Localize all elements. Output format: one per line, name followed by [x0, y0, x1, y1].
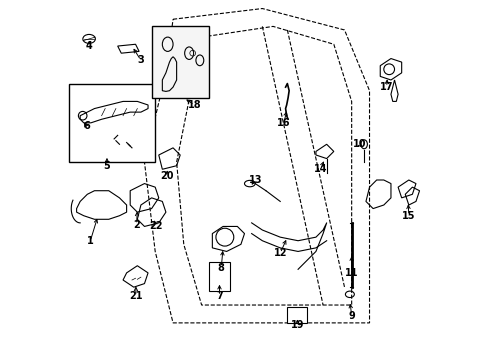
Text: 19: 19 [290, 320, 304, 330]
Text: 3: 3 [137, 55, 144, 65]
Text: 12: 12 [273, 248, 286, 258]
Text: 14: 14 [313, 164, 326, 174]
Text: 21: 21 [129, 291, 142, 301]
Bar [287, 307, 306, 323]
Text: 1: 1 [87, 237, 93, 247]
Text: 13: 13 [248, 175, 262, 185]
Text: 9: 9 [347, 311, 354, 321]
Text: 10: 10 [352, 139, 366, 149]
Text: 18: 18 [187, 100, 201, 110]
Text: 7: 7 [216, 291, 223, 301]
Text: 20: 20 [160, 171, 173, 181]
Bar [69, 84, 155, 162]
Text: 4: 4 [85, 41, 92, 51]
Text: 22: 22 [149, 221, 163, 231]
Text: 6: 6 [82, 121, 89, 131]
Text: 17: 17 [379, 82, 393, 92]
Text: 11: 11 [344, 268, 358, 278]
Bar [151, 26, 208, 98]
Text: 16: 16 [277, 118, 290, 128]
Text: 5: 5 [103, 161, 110, 171]
Text: 15: 15 [401, 211, 415, 221]
Text: 8: 8 [217, 262, 224, 273]
Bar [208, 262, 230, 291]
Text: 2: 2 [133, 220, 140, 230]
